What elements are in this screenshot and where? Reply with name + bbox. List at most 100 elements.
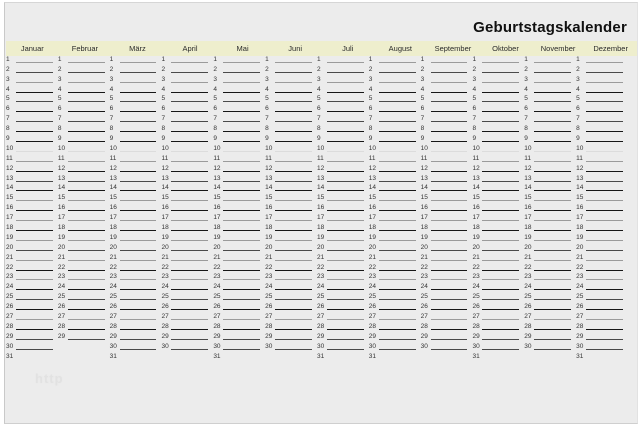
day-row: 27 [161, 311, 213, 321]
day-row: 30 [161, 341, 213, 351]
day-row: 31 [369, 351, 421, 361]
day-number: 10 [57, 144, 66, 152]
day-writing-line [119, 150, 157, 152]
day-row: 19 [369, 232, 421, 242]
day-writing-line [586, 170, 623, 172]
day-row: 9 [317, 133, 369, 143]
day-writing-line [586, 121, 623, 123]
day-number: 19 [576, 233, 584, 241]
day-row: 30 [421, 341, 473, 351]
day-number: 2 [576, 65, 580, 73]
day-number: 10 [368, 144, 377, 152]
day-writing-line [534, 61, 572, 63]
day-writing-line [430, 239, 468, 241]
day-writing-line [275, 131, 312, 133]
day-number: 27 [472, 313, 480, 321]
day-number: 25 [368, 293, 377, 301]
day-number: 20 [524, 243, 532, 251]
day-row: 21 [58, 252, 110, 262]
day-writing-line [586, 269, 623, 271]
day-writing-line [482, 348, 520, 350]
day-writing-line [275, 81, 312, 83]
day-row: 8 [110, 123, 162, 133]
day-row: 7 [317, 113, 369, 123]
day-number: 23 [576, 273, 584, 281]
day-writing-line [223, 348, 261, 350]
day-number: 13 [57, 174, 66, 182]
month-column-3: 1 2 3 4 5 6 7 8 9 10 11 12 13 14 15 16 17 18 19 20 21 22 23 24 2… [110, 54, 162, 361]
day-row: 6 [524, 103, 576, 113]
day-number: 17 [316, 214, 325, 222]
day-number: 31 [213, 352, 221, 360]
day-writing-line [119, 210, 157, 212]
day-number: 12 [6, 164, 14, 172]
day-row: 26 [213, 301, 265, 311]
day-writing-line [378, 131, 416, 133]
day-number: 27 [6, 313, 14, 321]
day-row: 17 [317, 212, 369, 222]
day-row: 21 [161, 252, 213, 262]
day-number: 9 [524, 135, 528, 143]
day-row: 9 [421, 133, 473, 143]
day-number: 27 [213, 313, 221, 321]
day-writing-line [326, 170, 364, 172]
day-number: 8 [265, 125, 269, 133]
day-number: 29 [265, 332, 273, 340]
day-row: 6 [161, 103, 213, 113]
day-row: 30 [576, 341, 628, 351]
day-number: 16 [524, 204, 532, 212]
day-row: 13 [421, 173, 473, 183]
day-writing-line [586, 131, 623, 133]
day-row: 16 [317, 202, 369, 212]
day-number: 6 [368, 105, 373, 113]
day-number: 16 [109, 204, 117, 212]
day-writing-line [67, 230, 105, 232]
day-row: 24 [213, 281, 265, 291]
day-number: 27 [524, 313, 532, 321]
day-number: 27 [57, 313, 66, 321]
day-writing-line [534, 190, 572, 192]
day-number: 3 [472, 75, 477, 83]
day-row: 13 [58, 173, 110, 183]
day-row: 24 [317, 281, 369, 291]
day-number: 21 [316, 253, 325, 261]
day-number: 24 [368, 283, 377, 291]
day-writing-line [378, 190, 416, 192]
day-writing-line [534, 121, 572, 123]
day-row: 19 [317, 232, 369, 242]
day-row: 24 [421, 281, 473, 291]
day-writing-line [275, 141, 312, 143]
day-writing-line [171, 101, 209, 103]
day-number: 1 [576, 55, 580, 63]
day-writing-line [326, 328, 364, 330]
day-writing-line [223, 91, 261, 93]
day-writing-line [482, 200, 520, 202]
day-row: 15 [58, 192, 110, 202]
day-number: 12 [265, 164, 273, 172]
day-writing-line [16, 170, 53, 172]
day-number: 21 [6, 253, 14, 261]
day-row: 21 [265, 252, 317, 262]
day-writing-line [482, 160, 520, 162]
day-number: 5 [316, 95, 321, 103]
day-writing-line [326, 160, 364, 162]
day-number: 17 [576, 214, 584, 222]
day-writing-line [378, 180, 416, 182]
day-row: 26 [576, 301, 628, 311]
day-row: 15 [161, 192, 213, 202]
day-number: 27 [420, 313, 428, 321]
day-writing-line [67, 200, 105, 202]
day-number: 16 [420, 204, 428, 212]
day-number: 20 [368, 243, 377, 251]
day-writing-line [534, 279, 572, 281]
day-number: 9 [368, 135, 373, 143]
day-writing-line [482, 131, 520, 133]
day-row: 4 [472, 84, 524, 94]
day-row: 30 [317, 341, 369, 351]
day-row: 11 [576, 153, 628, 163]
day-writing-line [482, 338, 520, 340]
day-writing-line [430, 81, 468, 83]
day-number: 31 [472, 352, 480, 360]
day-writing-line [16, 348, 53, 350]
day-row: 23 [472, 272, 524, 282]
